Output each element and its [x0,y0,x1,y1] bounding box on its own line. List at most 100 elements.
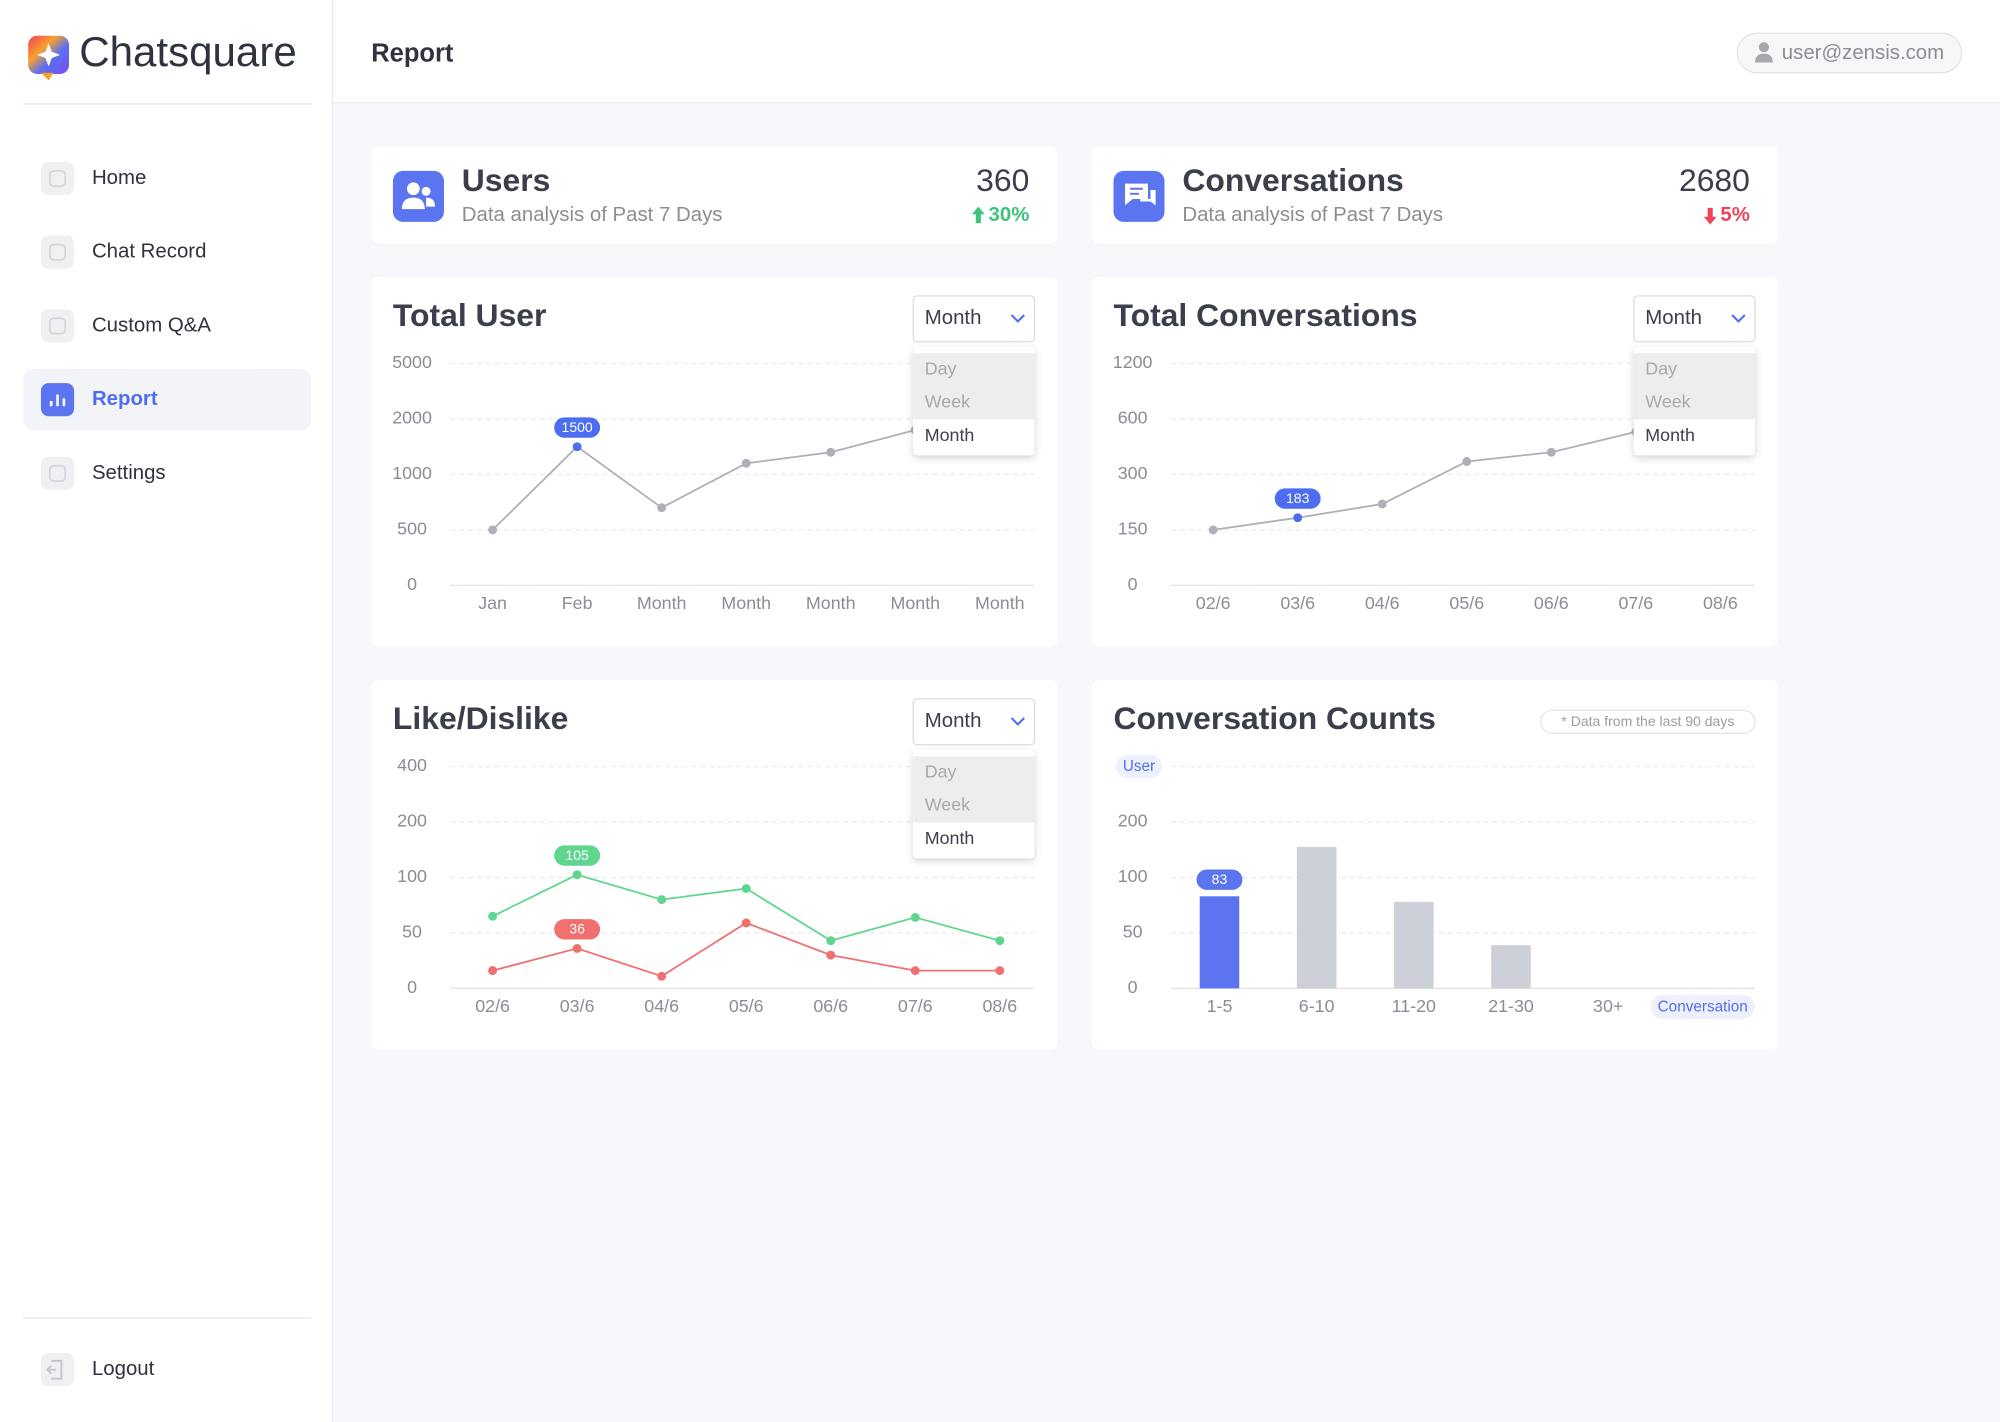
dropdown-option-bg[interactable] [913,822,1035,856]
user-email[interactable]: user@zensis.com [1782,42,1944,64]
value-label-bg [1196,869,1243,890]
x-tick-label: 6-10 [1299,996,1335,1016]
dropdown-option-bg[interactable] [913,419,1035,453]
user-pill[interactable] [1736,32,1963,74]
value-label-bg [554,919,601,940]
logo-tail [40,72,54,81]
point [572,870,582,880]
point [572,943,582,953]
dropdown-value[interactable]: Month [925,710,982,732]
x-tick-label: Month [806,593,856,613]
point [488,911,498,921]
logo-star [37,43,61,67]
chart-title: Like/Dislike [393,700,568,736]
dropdown-option-bg[interactable] [1633,386,1755,420]
logo [28,35,70,81]
value-label-bg [554,845,601,866]
nav-icon[interactable] [40,456,75,490]
y-tick-label: 2000 [392,408,432,428]
x-tick-label: 11-20 [1392,996,1436,1016]
nav-item[interactable]: Home [92,167,146,189]
nav-item[interactable]: Chat Record [92,241,206,263]
dropdown-value[interactable]: Month [925,307,982,329]
y-tick-label: 0 [407,977,417,997]
note: * Data from the last 90 days [1561,713,1734,729]
stat-icon [392,170,444,222]
x-tick-label: Month [890,593,940,613]
dropdown[interactable] [912,698,1036,746]
dropdown-option[interactable]: Day [1645,359,1677,379]
y-tick-label: 400 [397,755,427,775]
point [1208,525,1218,535]
x-axis-label-bg [1650,994,1755,1019]
dropdown-option[interactable]: Week [925,795,970,815]
logout[interactable]: Logout [92,1358,155,1380]
x-tick-label: 21-30 [1488,996,1534,1016]
nav-glyph [49,317,67,335]
point [1546,447,1556,457]
dropdown-option[interactable]: Day [925,359,957,379]
dropdown-option[interactable]: Month [1645,425,1695,445]
stat-value: 2680 [1679,162,1750,198]
x-tick-label: Month [975,593,1025,613]
point [910,912,920,922]
x-tick-label: 08/6 [1703,593,1738,613]
dropdown-option[interactable]: Week [1645,392,1690,412]
card [1091,276,1778,647]
x-tick-label: 06/6 [1534,593,1569,613]
value-label-bg [554,417,601,438]
chart-card: Total User 0 500 1000 2000 5000 Jan Feb Month Mon… [371,276,1058,647]
dropdown[interactable] [912,295,1036,343]
y-tick-label: 1000 [392,463,432,483]
point [1377,499,1387,509]
point [995,966,1005,976]
value-label: 183 [1286,490,1310,506]
point [657,971,667,981]
point [1293,513,1303,523]
x-tick-label: 1-5 [1207,996,1233,1016]
dropdown-option-bg[interactable] [913,386,1035,420]
icon-glyph [401,197,425,210]
stat-value: 360 [976,162,1029,198]
value-label: 105 [565,847,589,863]
nav-item[interactable]: Custom Q&A [92,314,211,336]
dropdown-option-bg[interactable] [913,756,1035,790]
icon-glyph [1140,190,1156,206]
nav-icon[interactable] [40,235,75,269]
value-label-bg [1274,488,1321,509]
stat-subtitle: Data analysis of Past 7 Days [462,204,723,226]
dropdown-option[interactable]: Month [925,425,975,445]
chart-title: Total Conversations [1114,297,1418,333]
y-tick-label: 50 [402,922,422,942]
dropdown-value[interactable]: Month [1645,307,1702,329]
nav-item[interactable]: Report [92,388,158,410]
dropdown-option-bg[interactable] [1633,353,1755,387]
dropdown-option-bg[interactable] [913,789,1035,823]
dropdown-option[interactable]: Month [925,828,975,848]
chart-title: Conversation Counts [1114,700,1436,736]
y-tick-label: 200 [397,811,427,831]
dropdown-option-bg[interactable] [1633,419,1755,453]
nav-icon[interactable] [40,309,75,343]
card [1091,679,1778,1050]
dropdown[interactable] [1633,295,1756,343]
point [741,458,751,468]
x-tick-label: 08/6 [982,996,1017,1016]
y-tick-label: 0 [1128,574,1138,594]
dropdown-option[interactable]: Week [925,392,970,412]
nav-item[interactable]: Settings [92,462,166,484]
chevron [1731,314,1746,323]
dropdown-option-bg[interactable] [913,353,1035,387]
x-tick-label: 30+ [1593,996,1623,1016]
icon-glyph [406,182,420,196]
y-tick-label: 300 [1118,463,1148,483]
chevron [1010,314,1025,323]
bar [1491,945,1531,989]
y-tick-label: 1200 [1113,352,1153,372]
logout-icon[interactable] [40,1353,75,1387]
nav-icon[interactable] [40,161,75,196]
point [995,936,1005,946]
dropdown-option[interactable]: Day [925,762,957,782]
